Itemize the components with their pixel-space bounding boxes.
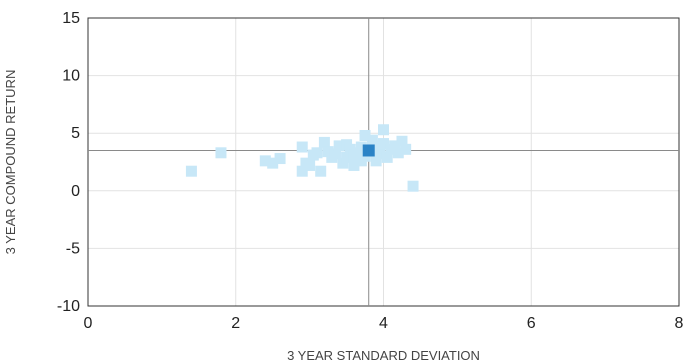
y-tick-label: 15 [62, 10, 80, 27]
x-tick-label: 2 [231, 315, 240, 332]
peer-point [348, 159, 360, 171]
plot-frame [87, 17, 680, 307]
peer-point [322, 146, 334, 158]
peer-point [400, 143, 412, 155]
peer-point [396, 135, 408, 147]
peer-point [267, 157, 279, 169]
data-points [185, 124, 419, 192]
peer-point [296, 141, 308, 153]
peer-point [215, 147, 227, 159]
peer-point [359, 130, 371, 142]
peer-point [304, 159, 316, 171]
y-axis-title: 3 YEAR COMPOUND RETURN [3, 70, 18, 255]
peer-point [366, 134, 378, 146]
peer-point [344, 143, 356, 155]
peer-point [389, 140, 401, 152]
y-tick-label: 5 [71, 125, 80, 142]
peer-point [318, 136, 330, 148]
peer-point [352, 147, 364, 159]
peer-point [370, 140, 382, 152]
y-axis-ticks: -10 -5 0 5 10 15 [57, 10, 80, 315]
peer-point [392, 147, 404, 159]
y-tick-label: 0 [71, 183, 80, 200]
peer-point [185, 165, 197, 177]
x-tick-label: 8 [675, 315, 684, 332]
peer-point [337, 157, 349, 169]
peer-point [311, 147, 323, 159]
peer-point [315, 165, 327, 177]
peer-point [407, 180, 419, 192]
peer-point [274, 153, 286, 165]
y-tick-label: 10 [62, 68, 80, 85]
y-tick-label: -10 [57, 298, 80, 315]
peer-point [259, 155, 271, 167]
peer-point [374, 148, 386, 160]
peer-point [296, 165, 308, 177]
peer-point [329, 148, 341, 160]
peer-point [378, 138, 389, 150]
x-tick-label: 6 [527, 315, 536, 332]
x-axis-ticks: 0 2 4 6 8 [84, 315, 684, 332]
peer-point [333, 140, 345, 152]
x-tick-label: 4 [379, 315, 388, 332]
peer-point [355, 141, 367, 153]
peer-point [370, 155, 382, 167]
peer-point [381, 151, 393, 163]
highlighted-point [362, 144, 375, 157]
peer-point [378, 124, 389, 136]
x-tick-label: 0 [84, 315, 93, 332]
y-tick-label: -5 [66, 240, 80, 257]
x-axis-title: 3 YEAR STANDARD DEVIATION [287, 348, 480, 363]
peer-point [341, 151, 353, 163]
